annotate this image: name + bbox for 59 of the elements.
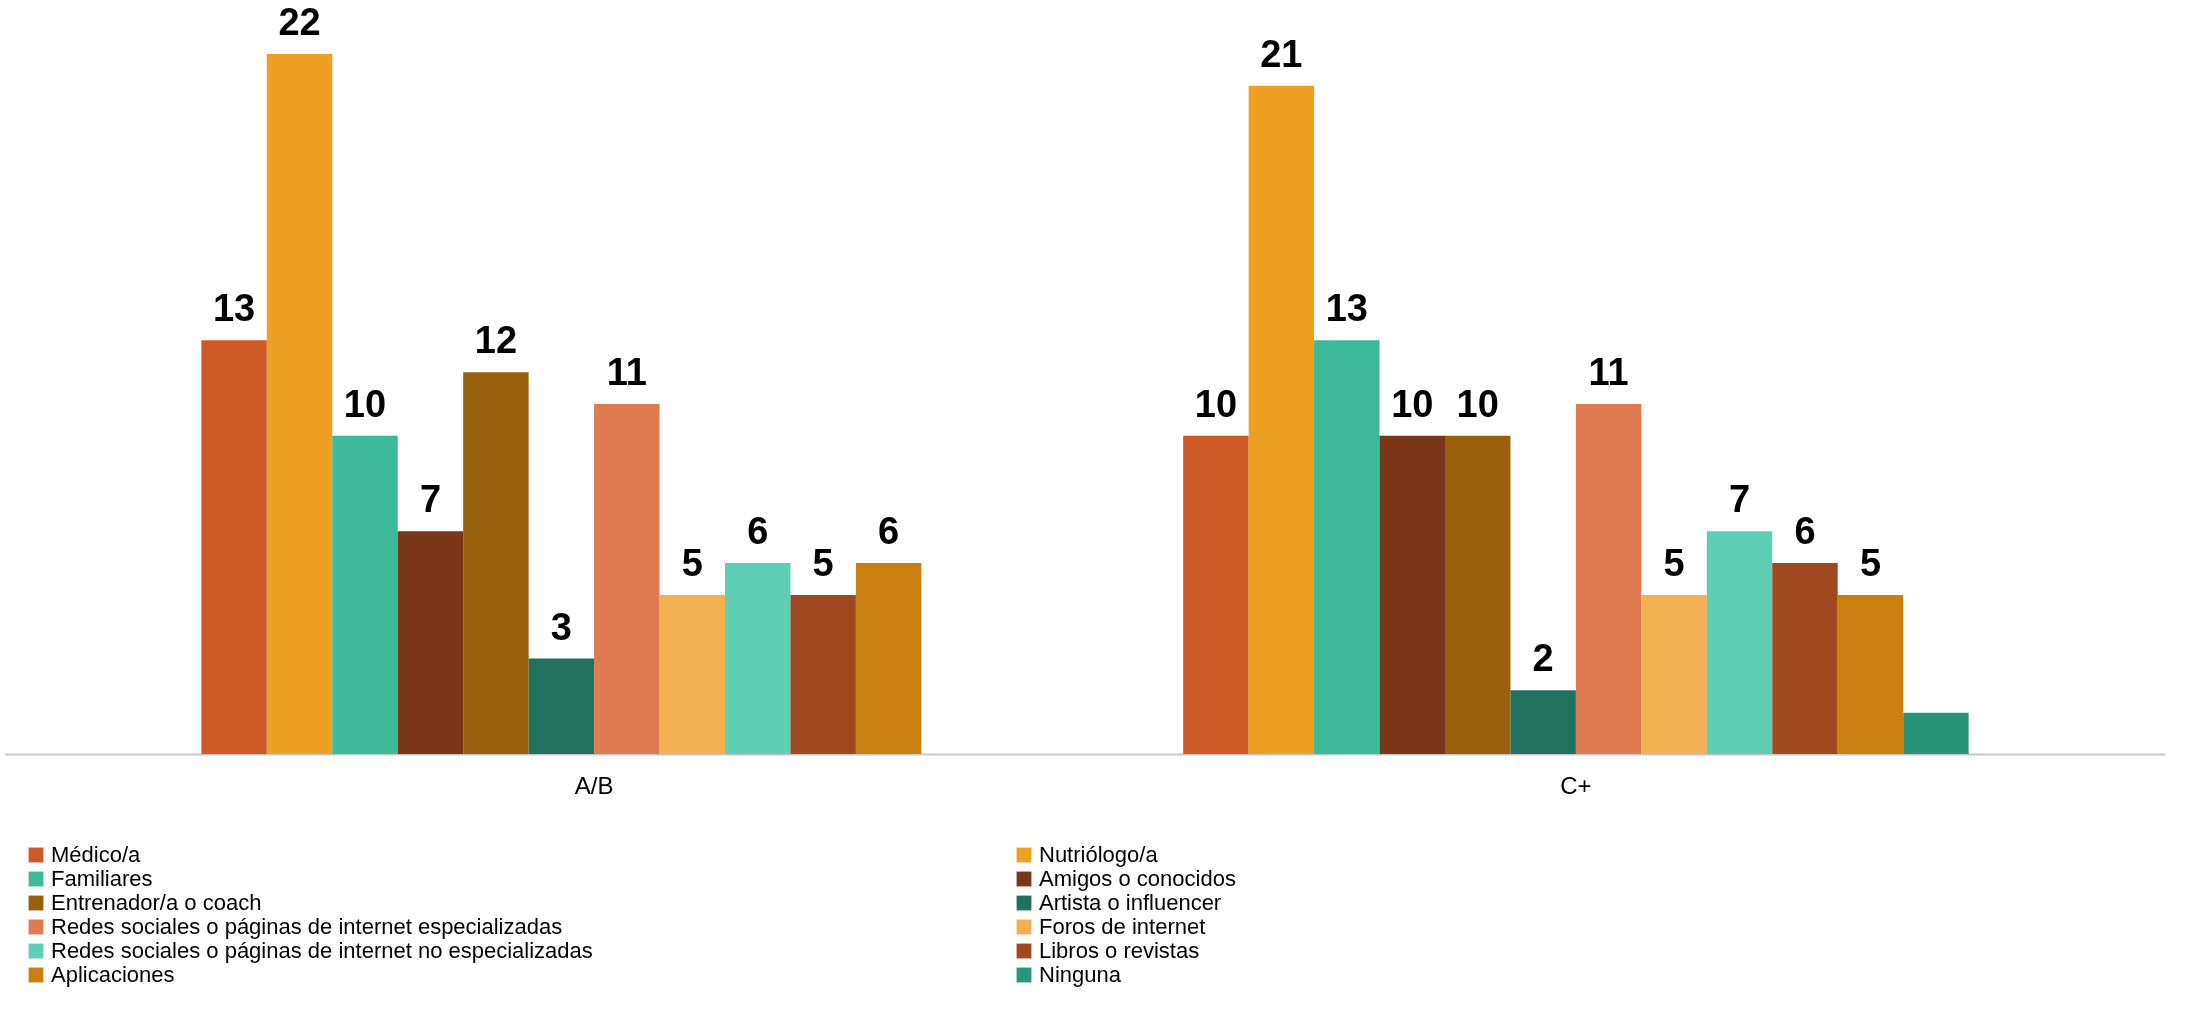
bar — [855, 563, 922, 754]
bar — [1183, 435, 1249, 754]
data-label: 5 — [1663, 541, 1685, 584]
legend-label: Entrenador/a o coach — [51, 890, 262, 915]
data-label: 5 — [1859, 541, 1882, 584]
data-label: 10 — [1391, 382, 1434, 425]
data-label: 6 — [747, 510, 769, 553]
data-label: 5 — [812, 541, 834, 584]
data-label: 10 — [1194, 382, 1238, 425]
bar — [1837, 594, 1904, 754]
bar — [594, 404, 660, 754]
legend-label: Amigos o conocidos — [1039, 866, 1236, 891]
bar — [1575, 404, 1642, 754]
legend-label: Redes sociales o páginas de internet no especializadas — [51, 938, 593, 963]
legend-label: Foros de internet — [1039, 914, 1206, 939]
data-label: 10 — [1456, 382, 1499, 425]
data-label: 13 — [1325, 287, 1368, 330]
bar — [1510, 690, 1576, 754]
bar — [1772, 563, 1838, 754]
data-label: 6 — [1794, 510, 1816, 553]
legend-label: Nutriólogo/a — [1039, 842, 1159, 867]
data-label: 11 — [606, 351, 647, 393]
legend-label: Artista o influencer — [1039, 890, 1222, 915]
data-label: 7 — [1728, 478, 1751, 521]
legend-label: Libros o revistas — [1039, 938, 1200, 963]
bar — [397, 531, 464, 754]
data-label: 13 — [212, 287, 256, 330]
legend-label: Aplicaciones — [51, 962, 175, 987]
x-tick-label: A/B — [574, 771, 614, 799]
data-label: 5 — [681, 541, 703, 584]
data-label: 10 — [343, 382, 387, 425]
legend-label: Familiares — [51, 866, 153, 891]
data-label: 11 — [1588, 351, 1629, 393]
bar — [1445, 435, 1511, 754]
data-label: 21 — [1260, 32, 1303, 75]
x-tick-label: C+ — [1560, 771, 1592, 799]
bar — [463, 372, 529, 754]
data-label: 2 — [1532, 637, 1554, 680]
bar — [201, 340, 267, 754]
data-label: 3 — [550, 605, 572, 648]
bar — [1903, 712, 1969, 754]
bar — [528, 658, 595, 754]
data-label: 22 — [278, 1, 321, 43]
bar — [725, 563, 791, 754]
legend-label: Redes sociales o páginas de internet especializadas — [51, 914, 563, 939]
bar — [1314, 340, 1380, 754]
bar — [332, 435, 398, 754]
legend-label: Ninguna — [1039, 962, 1122, 987]
data-label: 7 — [419, 478, 442, 521]
bar — [1641, 594, 1707, 754]
bar — [659, 594, 725, 754]
bar — [1379, 435, 1445, 754]
bar — [1248, 85, 1315, 754]
bar — [1706, 531, 1773, 754]
legend-label: Médico/a — [51, 842, 142, 867]
bar — [790, 594, 856, 754]
data-label: 6 — [878, 510, 900, 553]
bar — [266, 54, 333, 754]
data-label: 12 — [474, 319, 518, 362]
